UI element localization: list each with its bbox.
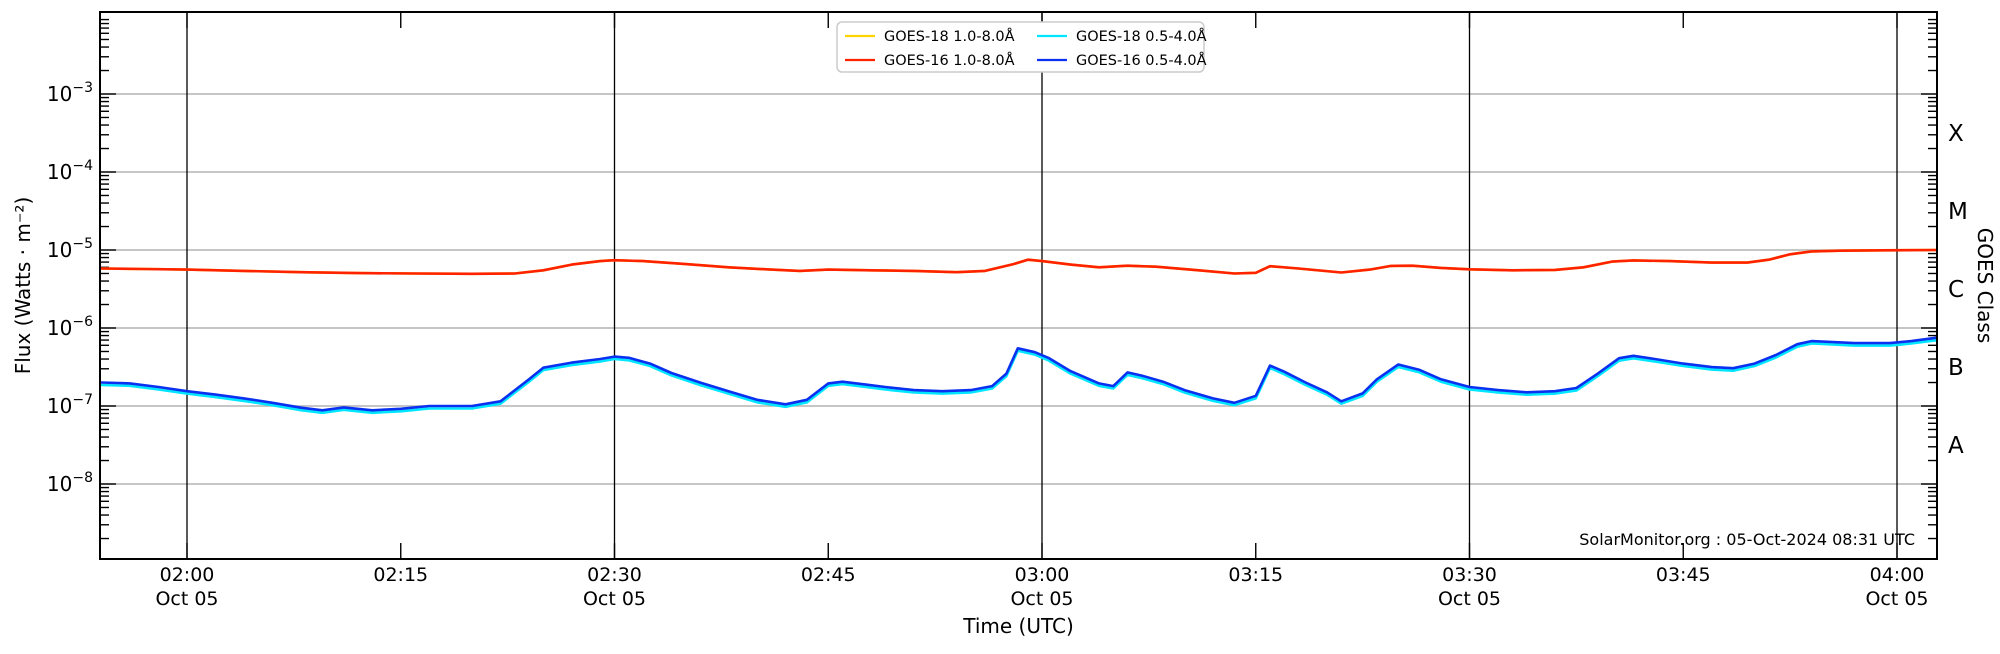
y-tick-label: 10−3 [47,80,93,106]
y-tick-label: 10−8 [47,470,93,496]
legend-box [836,21,1205,73]
y-tick-label: 10−6 [47,314,93,340]
goes-class-label: C [1948,277,1964,303]
x-tick-sublabel: Oct 05 [1438,588,1501,610]
axis-ticks [100,12,1937,559]
x-tick-sublabel: Oct 05 [1010,588,1073,610]
goes-class-label: A [1948,433,1964,459]
y-tick-label: 10−4 [47,158,93,184]
x-tick-label: 03:45 [1656,564,1711,586]
legend-item: GOES-18 0.5-4.0Å [1037,28,1207,45]
x-tick-label: 02:00 [160,564,215,586]
flux-line-goes18-short [100,338,1937,415]
legend-item: GOES-18 1.0-8.0Å [845,28,1015,45]
flux-line-goes16-long [100,248,1937,276]
goes-class-label: X [1948,121,1964,147]
legend-label: GOES-16 0.5-4.0Å [1076,52,1207,69]
plot-frame [99,11,1938,560]
goes-class-label: B [1948,355,1964,381]
y-tick-label: 10−5 [47,236,93,262]
x-tick-label: 02:15 [373,564,428,586]
x-tick-sublabel: Oct 05 [583,588,646,610]
right-axis-title: GOES Class [1973,228,1997,344]
x-tick-sublabel: Oct 05 [1865,588,1928,610]
gridlines [100,12,1937,559]
legend: GOES-18 1.0-8.0Å GOES-16 1.0-8.0Å GOES-18 … [836,21,1207,73]
data-series [100,248,1937,415]
x-tick-label: 03:15 [1228,564,1283,586]
legend-label: GOES-16 1.0-8.0Å [884,52,1015,69]
x-tick-label: 03:00 [1015,564,1070,586]
axes [99,11,1938,560]
y-tick-label: 10−7 [47,392,93,418]
flux-line-goes16-short [100,336,1937,412]
x-axis-title: Time (UTC) [962,614,1074,638]
x-tick-label: 02:45 [801,564,856,586]
x-tick-sublabel: Oct 05 [155,588,218,610]
x-tick-label: 04:00 [1870,564,1925,586]
legend-label: GOES-18 0.5-4.0Å [1076,28,1207,45]
goes-class-label: M [1948,199,1968,225]
legend-item: GOES-16 0.5-4.0Å [1037,52,1207,69]
x-tick-label: 03:30 [1442,564,1497,586]
watermark-text: SolarMonitor.org : 05-Oct-2024 08:31 UTC [1579,530,1915,549]
legend-item: GOES-16 1.0-8.0Å [845,52,1015,69]
legend-label: GOES-18 1.0-8.0Å [884,28,1015,45]
y-axis-title: Flux (Watts · m⁻²) [11,197,35,375]
x-tick-label: 02:30 [587,564,642,586]
